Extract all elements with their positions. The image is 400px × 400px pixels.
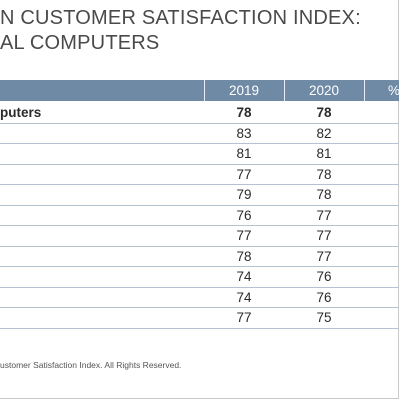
cell-2020: 82 <box>316 125 332 141</box>
table-row: 79 78 <box>0 185 399 206</box>
cell-2020: 78 <box>316 105 332 120</box>
cell-2020: 78 <box>316 166 332 182</box>
table-row: 77 78 <box>0 165 399 185</box>
table-row: 74 76 <box>0 267 399 288</box>
title-line-1: N CUSTOMER SATISFACTION INDEX: <box>0 7 361 29</box>
header-separator <box>204 80 205 101</box>
table-row: puters 78 78 <box>0 103 399 124</box>
cell-2019: 83 <box>236 125 252 141</box>
table-row: 78 77 <box>0 247 399 267</box>
table-row: 83 82 <box>0 124 399 144</box>
cell-2019: 78 <box>236 105 252 120</box>
table-body: puters 78 78 83 82 81 81 77 78 79 78 76 77 77 77 78 77 74… <box>0 103 399 329</box>
table-row: 74 76 <box>0 288 399 308</box>
cell-2020: 77 <box>316 248 332 264</box>
cell-2020: 75 <box>316 310 332 325</box>
copyright-footer: ustomer Satisfaction Index. All Rights R… <box>0 360 182 370</box>
cell-2020: 76 <box>316 269 332 284</box>
cell-2019: 76 <box>236 207 252 223</box>
row-label: puters <box>0 105 42 120</box>
header-separator <box>284 80 285 101</box>
cell-2019: 74 <box>236 269 252 284</box>
column-header-percent: % <box>387 83 400 98</box>
cell-2020: 81 <box>316 146 332 161</box>
table-header: 2019 2020 % <box>0 80 400 101</box>
header-separator <box>364 80 365 101</box>
column-header-2019: 2019 <box>228 83 260 98</box>
cell-2019: 74 <box>236 289 252 305</box>
cell-2019: 79 <box>236 187 252 202</box>
table-row: 77 75 <box>0 308 399 329</box>
cell-2020: 78 <box>316 187 332 202</box>
cell-2019: 77 <box>236 166 252 182</box>
cell-2020: 77 <box>316 228 332 243</box>
title-line-2: AL COMPUTERS <box>0 32 160 54</box>
table-row: 76 77 <box>0 206 399 226</box>
cell-2019: 77 <box>236 310 252 325</box>
cell-2019: 81 <box>236 146 252 161</box>
cell-2019: 77 <box>236 228 252 243</box>
column-header-2020: 2020 <box>308 83 340 98</box>
page-title: N CUSTOMER SATISFACTION INDEX: AL COMPUT… <box>0 6 361 56</box>
cell-2020: 76 <box>316 289 332 305</box>
table-row: 81 81 <box>0 144 399 165</box>
cell-2020: 77 <box>316 207 332 223</box>
cell-2019: 78 <box>236 248 252 264</box>
table-row: 77 77 <box>0 226 399 247</box>
